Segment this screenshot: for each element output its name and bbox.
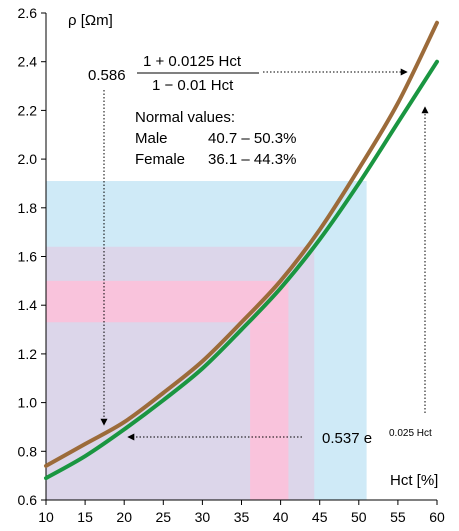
formula1-coefficient: 0.586 (88, 67, 126, 84)
x-axis-label: Hct [%] (390, 472, 438, 489)
male-label: Male (135, 130, 168, 147)
female-range: 36.1 – 44.3% (208, 151, 296, 168)
x-tick-label: 50 (351, 509, 367, 525)
y-ticks: 0.6 0.8 1.0 1.2 1.4 1.6 1.8 2.0 2.2 2.4 2.6 (18, 5, 46, 508)
y-tick-label: 2.0 (18, 151, 38, 167)
y-tick-label: 2.6 (18, 5, 38, 21)
brown-curve-rational (44, 20, 439, 468)
x-tick-label: 45 (312, 509, 328, 525)
x-tick-label: 60 (429, 509, 445, 525)
formula1-numerator: 1 + 0.0125 Hct (143, 53, 242, 70)
y-axis-label: ρ [Ωm] (68, 12, 113, 29)
green-curve-exponential (44, 59, 439, 481)
x-tick-label: 10 (38, 509, 54, 525)
x-tick-label: 30 (195, 509, 211, 525)
x-ticks: 10 15 20 25 30 35 40 45 50 55 60 (38, 500, 445, 525)
y-tick-label: 1.4 (18, 297, 38, 313)
normal-values-title: Normal values: (135, 109, 235, 126)
formula2-exponent: 0.025 Hct (389, 428, 432, 439)
x-tick-label: 35 (234, 509, 250, 525)
y-tick-label: 2.4 (18, 54, 38, 70)
x-tick-label: 20 (116, 509, 132, 525)
y-tick-label: 1.6 (18, 249, 38, 265)
curves (44, 20, 439, 481)
x-tick-label: 55 (390, 509, 406, 525)
y-tick-label: 0.8 (18, 443, 38, 459)
x-tick-label: 15 (77, 509, 93, 525)
formula1-denominator: 1 − 0.01 Hct (152, 77, 234, 94)
male-range: 40.7 – 50.3% (208, 130, 296, 147)
female-label: Female (135, 151, 185, 168)
formula2-base: 0.537 e (322, 430, 372, 447)
x-tick-label: 25 (156, 509, 172, 525)
shaded-region-3 (250, 322, 289, 500)
y-tick-label: 0.6 (18, 492, 38, 508)
y-tick-label: 2.2 (18, 102, 38, 118)
y-tick-label: 1.0 (18, 395, 38, 411)
y-tick-label: 1.2 (18, 346, 38, 362)
x-tick-label: 40 (273, 509, 289, 525)
y-tick-label: 1.8 (18, 200, 38, 216)
